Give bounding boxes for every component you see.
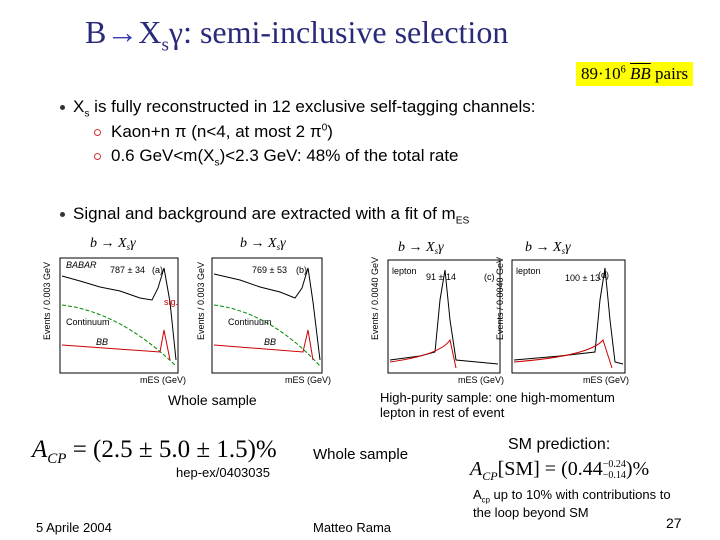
continuum: Continuum — [66, 317, 110, 327]
label: Whole sample — [313, 446, 409, 463]
text: γ — [280, 236, 286, 251]
text: s — [435, 246, 439, 256]
footer-date: 5 Aprile 2004 — [36, 520, 112, 535]
caption: Whole sample — [168, 392, 257, 408]
text: b → X — [398, 240, 435, 255]
lepton: lepton — [392, 266, 417, 276]
lepton: lepton — [516, 266, 541, 276]
bb: BB — [264, 337, 276, 347]
tag: (c) — [484, 272, 495, 282]
text: b → X — [90, 236, 127, 251]
yield: 91 ± 14 — [426, 272, 456, 282]
t: A — [470, 458, 483, 480]
sub-bullet: 0.6 GeV<m(Xs)<2.3 GeV: 48% of the total … — [94, 146, 459, 168]
plot-b: b → Xsγ 769 ± 53 (b) Continuum BB mES (G… — [196, 236, 331, 385]
t: s — [84, 108, 90, 120]
text: s — [562, 246, 566, 256]
plot-title: b → Xsγ — [525, 240, 571, 256]
t: [SM] = (0.44 — [497, 458, 603, 480]
y-label: Events / 0.0040 GeV — [495, 257, 505, 340]
sig: sig. — [164, 297, 178, 307]
text: γ — [130, 236, 136, 251]
text: s — [127, 242, 131, 252]
t: 0 — [321, 122, 328, 134]
t: pairs — [655, 64, 689, 83]
sm-title: SM prediction: — [508, 436, 611, 453]
plot-a: b → Xsγ BABAR 787 ± 34 (a) sig. Continuu… — [42, 236, 186, 385]
title: B→Xsγ: semi-inclusive selection — [85, 14, 508, 56]
t: A — [473, 487, 482, 502]
sm-note: Acp up to 10% with contributions to the … — [473, 487, 683, 520]
t: )<2.3 GeV: 48% of the total rate — [219, 146, 459, 165]
t: cp — [481, 495, 490, 505]
t: X — [138, 14, 162, 50]
t: A — [32, 436, 48, 463]
t: CP — [482, 469, 498, 483]
plot-title: b → Xsγ — [240, 236, 286, 252]
t: )% — [625, 458, 650, 480]
reference: hep-ex/0403035 — [176, 465, 270, 480]
text: γ — [565, 240, 571, 255]
text: γ — [438, 240, 444, 255]
x-label: mES (GeV) — [285, 375, 331, 385]
t: CP — [47, 451, 67, 467]
caption: High-purity sample: one high-momentum le… — [380, 390, 615, 420]
t: 89·10 — [581, 64, 621, 83]
page-number: 27 — [666, 515, 682, 531]
yield: 787 ± 34 — [110, 265, 145, 275]
bullet: Signal and background are extracted with… — [60, 204, 469, 226]
yield: 100 ± 13 — [565, 273, 600, 283]
tag: (d) — [598, 270, 609, 280]
x-label: mES (GeV) — [458, 375, 504, 385]
y-label: Events / 0.003 GeV — [42, 262, 52, 340]
y-label: Events / 0.003 GeV — [196, 262, 206, 340]
t: up to 10% with contributions to the loop… — [473, 487, 671, 520]
t: 0.6 GeV<m(X — [111, 146, 215, 165]
brand: BABAR — [66, 260, 97, 270]
t: γ: semi-inclusive selection — [168, 14, 509, 50]
bullet: Xs is fully reconstructed in 12 exclusiv… — [60, 97, 535, 119]
footer-author: Matteo Rama — [313, 520, 392, 535]
text: b → X — [240, 236, 277, 251]
t: BB — [630, 64, 651, 83]
x-label: mES (GeV) — [140, 375, 186, 385]
t: 6 — [620, 64, 626, 76]
sub-bullet: Kaon+n π (n<4, at most 2 π0) — [94, 122, 333, 142]
t: s — [161, 34, 169, 56]
sm-formula: ACP[SM] = (0.44 −0.24 −0.14)% — [470, 458, 649, 484]
text: b → X — [525, 240, 562, 255]
t: −0.14 — [602, 470, 626, 482]
plot-title: b → Xsγ — [90, 236, 136, 252]
tag: (b) — [296, 265, 307, 275]
text: s — [277, 242, 281, 252]
t: = (2.5 ± 5.0 ± 1.5)% — [66, 436, 277, 463]
t: −0.24 — [602, 459, 626, 471]
plot-title: b → Xsγ — [398, 240, 444, 256]
y-label: Events / 0.0040 GeV — [370, 257, 380, 340]
t: s — [214, 157, 220, 169]
plot-d: b → Xsγ lepton 100 ± 13 (d) mES (GeV) Ev… — [495, 240, 629, 385]
plot-c: b → Xsγ lepton 91 ± 14 (c) mES (GeV) Eve… — [370, 240, 504, 385]
acp-formula: ACP = (2.5 ± 5.0 ± 1.5)% — [32, 436, 277, 468]
x-label: mES (GeV) — [583, 375, 629, 385]
badge: 89·106 BB pairs — [576, 62, 694, 86]
t: Kaon+n π (n<4, at most 2 π — [111, 122, 322, 141]
continuum: Continuum — [228, 317, 272, 327]
t: → — [106, 14, 139, 50]
t: ES — [455, 215, 470, 227]
tag: (a) — [152, 265, 163, 275]
t: is fully reconstructed in 12 exclusive s… — [89, 97, 536, 116]
t: B — [85, 14, 107, 50]
yield: 769 ± 53 — [252, 265, 287, 275]
t: X — [73, 97, 85, 116]
bb: BB — [96, 337, 108, 347]
t: Signal and background are extracted with… — [73, 204, 456, 223]
t: ) — [327, 122, 333, 141]
